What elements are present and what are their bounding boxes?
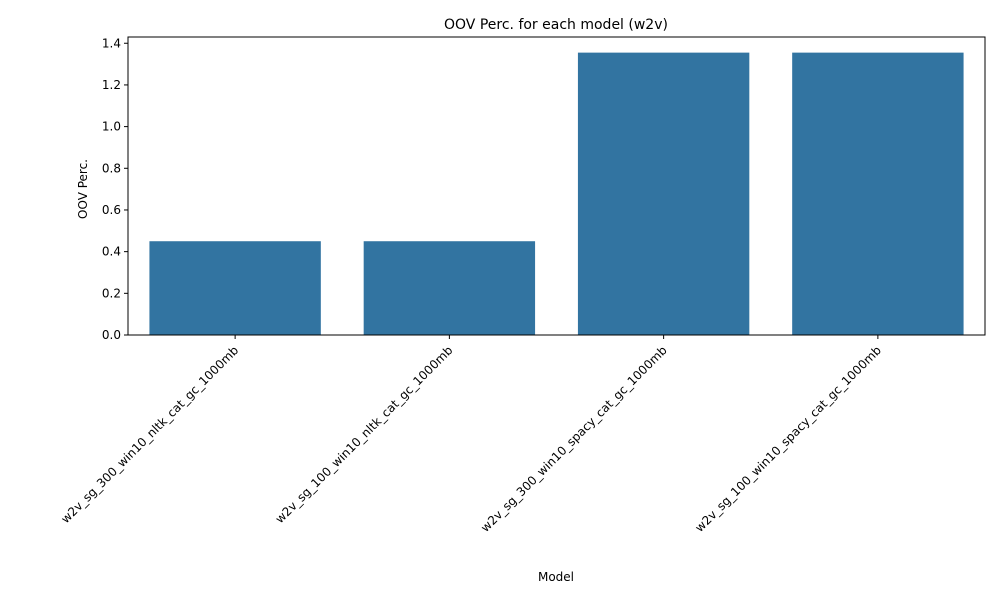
y-tick-label: 0.6	[102, 203, 121, 217]
y-tick-label: 0.4	[102, 245, 121, 259]
plot-frame	[127, 36, 986, 336]
x-axis-label: Model	[538, 570, 574, 584]
bar	[363, 241, 536, 335]
y-tick-label: 0.0	[102, 328, 121, 342]
y-tick-label: 1.4	[102, 36, 121, 50]
x-tick-label: w2v_sg_100_win10_nltk_cat_gc_1000mb	[273, 343, 456, 526]
bars-group	[149, 52, 964, 336]
x-tick-label: w2v_sg_300_win10_spacy_cat_gc_1000mb	[478, 343, 670, 535]
bar	[577, 52, 750, 336]
y-tick-label: 1.2	[102, 78, 121, 92]
bar	[149, 241, 321, 335]
x-tick-label: w2v_sg_300_win10_nltk_cat_gc_1000mb	[58, 343, 241, 526]
bar	[792, 52, 964, 336]
y-tick-label: 1.0	[102, 120, 121, 134]
y-tick-label: 0.2	[102, 286, 121, 300]
y-axis: 0.0 0.2 0.4 0.6 0.8 1.0 1.2 1.4	[102, 36, 128, 342]
chart-title: OOV Perc. for each model (w2v)	[444, 17, 668, 33]
x-axis: w2v_sg_300_win10_nltk_cat_gc_1000mb w2v_s…	[58, 335, 884, 535]
x-tick-label: w2v_sg_100_win10_spacy_cat_gc_1000mb	[692, 343, 884, 535]
y-tick-label: 0.8	[102, 161, 121, 175]
y-axis-label: OOV Perc.	[76, 159, 90, 219]
